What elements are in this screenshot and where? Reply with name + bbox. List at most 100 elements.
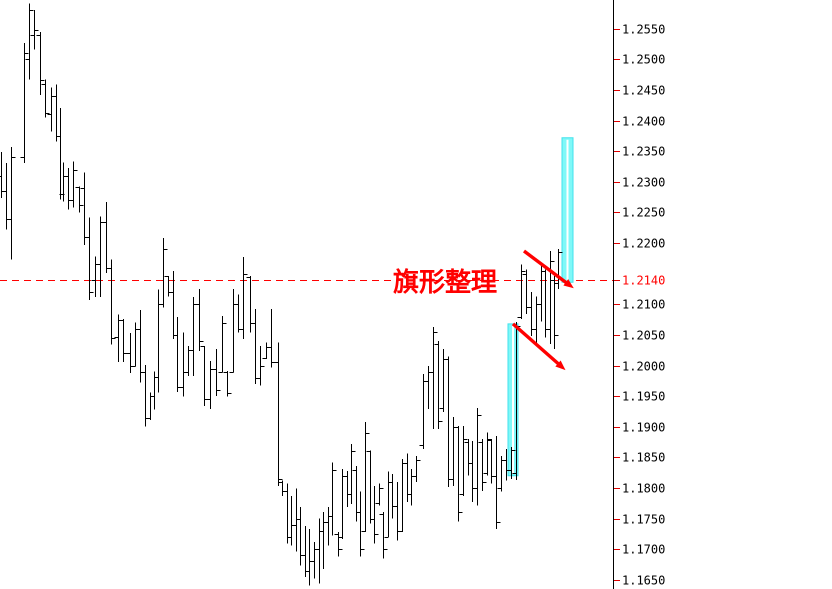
ohlc-bar — [507, 447, 516, 479]
ohlc-bar — [69, 161, 78, 208]
ohlc-bar — [119, 319, 128, 362]
ohlc-bar — [366, 450, 375, 524]
ohlc-bar — [315, 518, 324, 584]
ohlc-bar — [356, 491, 365, 557]
ohlc-bar — [478, 439, 487, 491]
price-axis-label: 1.1900 — [622, 421, 665, 435]
price-axis-label: 1.1700 — [622, 543, 665, 557]
ohlc-bar — [384, 471, 393, 538]
ohlc-bar — [454, 426, 463, 522]
ohlc-bar — [239, 257, 248, 340]
ohlc-bar — [159, 238, 168, 308]
ohlc-bar — [52, 84, 61, 142]
ohlc-bar — [412, 456, 421, 482]
ohlc-bar — [283, 483, 292, 544]
ohlc-bar — [541, 269, 550, 338]
ohlc-bar — [287, 495, 296, 546]
ohlc-bar — [274, 342, 283, 487]
ohlc-bar — [262, 342, 271, 359]
ohlc-bar — [206, 361, 215, 409]
ohlc-bar — [532, 296, 541, 345]
trendline-arrowhead — [555, 360, 566, 371]
ohlc-bar — [319, 511, 328, 569]
ohlc-bar — [41, 79, 50, 118]
ohlc-bar — [301, 525, 310, 577]
ohlc-bar — [141, 364, 150, 427]
ohlc-bar — [278, 480, 287, 496]
ohlc-bar — [25, 3, 34, 80]
ohlc-bar — [229, 289, 238, 373]
ohlc-bar — [343, 470, 352, 507]
ohlc-bar — [136, 309, 145, 383]
ohlc-bar — [370, 486, 379, 544]
flag-trendline[interactable] — [522, 249, 571, 287]
ohlc-bar — [30, 9, 39, 50]
ohlc-bar — [444, 356, 453, 487]
price-axis-label: 1.1850 — [622, 451, 665, 465]
ohlc-bar — [7, 146, 16, 260]
ohlc-bar — [459, 426, 468, 496]
ohlc-bar — [352, 465, 361, 522]
ohlc-bar — [468, 440, 477, 503]
ohlc-bar — [361, 421, 370, 533]
ohlc-bar — [379, 511, 388, 559]
ohlc-bar — [429, 327, 438, 430]
ohlc-bar — [154, 289, 163, 393]
ohlc-bar — [246, 276, 255, 333]
ohlc-bar — [267, 309, 276, 368]
ohlc-bar — [20, 42, 29, 163]
trendline-arrowhead — [563, 279, 574, 289]
price-axis-label: 1.1950 — [622, 390, 665, 404]
ohlc-bar — [483, 432, 492, 476]
ohlc-bar — [434, 341, 443, 430]
ohlc-bar — [296, 507, 305, 566]
ohlc-bar — [338, 469, 347, 539]
ohlc-bar — [64, 167, 73, 210]
price-axis-label: 1.1650 — [622, 574, 665, 588]
price-axis-label: 1.2050 — [622, 329, 665, 343]
ohlc-bar — [473, 407, 482, 506]
price-axis-label: 1.2500 — [622, 53, 665, 67]
ohlc-bar — [164, 276, 173, 297]
ohlc-bar — [169, 271, 178, 340]
ohlc-bar — [398, 459, 407, 533]
ohlc-bar — [334, 532, 343, 557]
ohlc-bar — [310, 541, 319, 579]
flag-trendline[interactable] — [511, 322, 563, 368]
ohlc-bar — [292, 488, 301, 552]
ohlc-bar — [179, 332, 188, 397]
ohlc-bar — [223, 371, 232, 397]
flag-pole-highlight — [566, 139, 569, 281]
ohlc-bar — [85, 217, 94, 300]
price-axis-label: 1.1750 — [622, 513, 665, 527]
ohlc-bar — [189, 296, 198, 376]
price-axis-label: 1.1800 — [622, 482, 665, 496]
ohlc-bar — [195, 289, 204, 351]
ohlc-bar — [324, 507, 333, 546]
ohlc-bar — [102, 202, 111, 274]
ohlc-bar — [492, 435, 501, 529]
ohlc-bar — [47, 87, 56, 132]
ohlc-bar — [375, 483, 384, 506]
ohlc-bar — [234, 294, 243, 333]
price-axis-label: 1.2350 — [622, 145, 665, 159]
ohlc-bar — [546, 251, 555, 345]
ohlc-bar — [251, 309, 260, 384]
price-axis-label: 1.2100 — [622, 298, 665, 312]
price-axis-label: 1.2400 — [622, 115, 665, 129]
ohlc-bar — [497, 456, 506, 492]
ohlc-bar — [114, 314, 123, 362]
ohlc-bar — [200, 345, 209, 406]
ohlc-bar — [537, 264, 546, 322]
ohlc-bar — [464, 439, 473, 476]
ohlc-bar — [347, 443, 356, 504]
price-axis-label-current: 1.2140 — [622, 274, 665, 288]
ohlc-bar — [328, 462, 337, 536]
price-axis-label: 1.2000 — [622, 360, 665, 374]
price-axis-label: 1.2250 — [622, 206, 665, 220]
ohlc-bar — [388, 473, 397, 519]
ohlc-bar — [0, 151, 6, 198]
flag-pattern-annotation[interactable]: 旗形整理 — [392, 268, 497, 298]
